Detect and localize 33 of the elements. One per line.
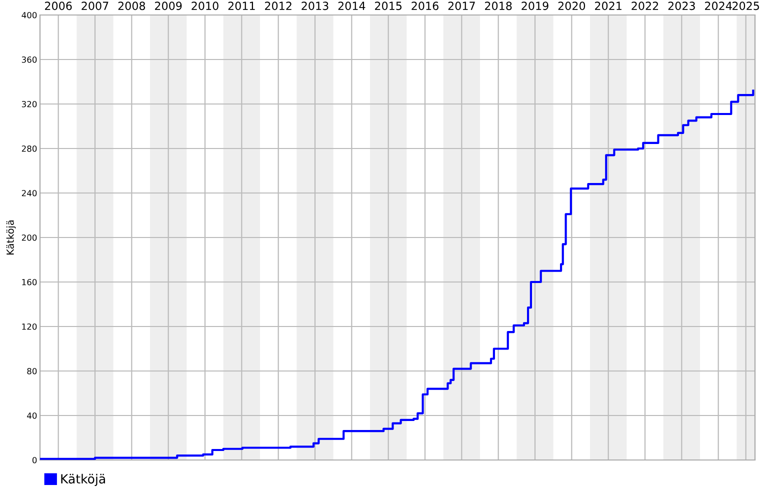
x-tick-label: 2017 (448, 2, 475, 10)
y-tick-label: 120 (22, 323, 37, 330)
y-tick-label: 80 (27, 368, 37, 374)
x-tick-label: 2019 (522, 2, 548, 10)
y-tick-label: 200 (22, 234, 37, 241)
y-axis-title: Kätköjä (6, 220, 16, 254)
x-tick-label: 2016 (412, 2, 438, 10)
x-tick-label: 2021 (595, 2, 622, 10)
y-tick-label: 0 (32, 456, 37, 464)
legend-label: Kätköjä (61, 474, 105, 486)
y-tick-label: 360 (22, 56, 37, 63)
y-tick-label: 320 (22, 100, 37, 108)
y-tick-label: 400 (22, 12, 37, 18)
x-tick-label: 2013 (302, 2, 328, 10)
x-tick-label: 2022 (632, 2, 658, 10)
x-tick-label: 2010 (192, 2, 218, 10)
x-tick-label: 2015 (375, 2, 402, 10)
x-tick-label: 2024 (705, 2, 732, 10)
y-tick-label: 160 (22, 278, 37, 286)
x-tick-label: 2006 (45, 2, 72, 10)
x-tick-label: 2007 (82, 2, 108, 10)
x-tick-label: 2020 (558, 2, 586, 10)
x-tick-label: 2018 (485, 2, 512, 10)
x-tick-label: 2009 (155, 2, 182, 10)
x-tick-label: 2012 (265, 2, 292, 10)
x-tick-label: 2023 (668, 2, 695, 10)
x-tick-label: 2025 (732, 2, 759, 10)
y-tick-label: 240 (22, 190, 37, 196)
x-tick-label: 2014 (338, 2, 366, 10)
y-tick-label: 40 (27, 412, 37, 419)
x-tick-label: 2008 (118, 2, 146, 10)
y-tick-label: 280 (22, 145, 37, 152)
x-tick-label: 2011 (228, 2, 255, 10)
